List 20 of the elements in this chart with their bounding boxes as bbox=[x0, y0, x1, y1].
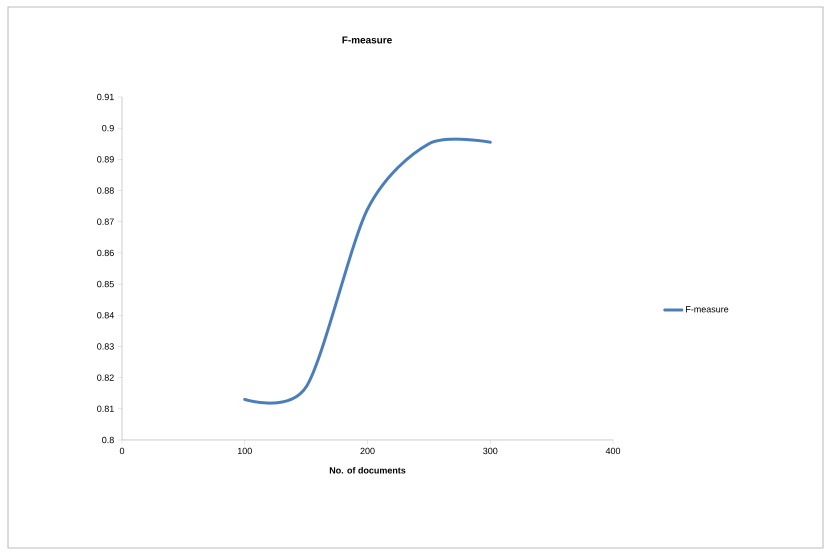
y-tick-label: 0.89 bbox=[97, 156, 114, 163]
y-tick-label: 0.88 bbox=[97, 187, 114, 194]
x-tick-label: 100 bbox=[238, 448, 252, 454]
x-axis-title: No. of documents bbox=[330, 466, 406, 474]
y-tick-label: 0.8 bbox=[102, 436, 114, 444]
y-tick-label: 0.83 bbox=[97, 343, 114, 350]
legend-label: F-measure bbox=[686, 306, 728, 312]
x-tick-label: 400 bbox=[606, 448, 620, 454]
chart-title: F-measure bbox=[342, 36, 392, 44]
y-tick-label: 0.87 bbox=[97, 218, 114, 225]
x-tick-label: 300 bbox=[483, 448, 498, 454]
y-tick-label: 0.85 bbox=[97, 280, 114, 288]
y-tick-label: 0.82 bbox=[97, 374, 114, 381]
y-tick-label: 0.86 bbox=[97, 250, 114, 256]
y-tick-label: 0.81 bbox=[97, 406, 114, 412]
x-tick-label: 0 bbox=[120, 448, 124, 454]
y-tick-label: 0.9 bbox=[102, 124, 114, 132]
y-tick-label: 0.91 bbox=[97, 94, 114, 100]
x-tick-label: 200 bbox=[360, 448, 375, 454]
y-tick-label: 0.84 bbox=[97, 312, 114, 318]
